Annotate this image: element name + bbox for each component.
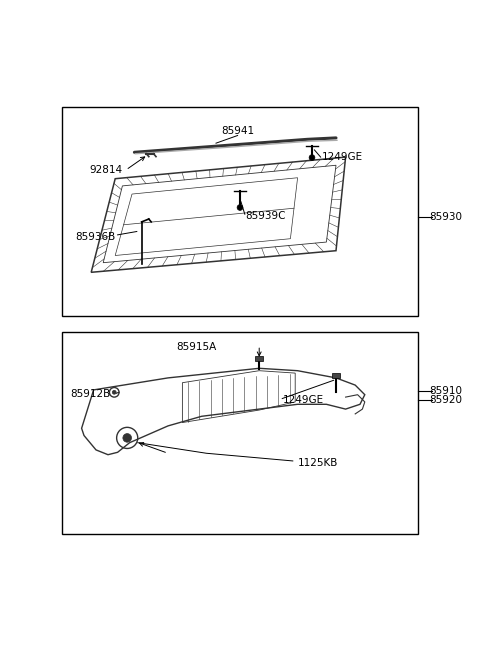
- Text: 85939C: 85939C: [245, 211, 285, 221]
- Text: 85920: 85920: [430, 396, 463, 405]
- Text: 85930: 85930: [430, 212, 463, 222]
- Text: 85915A: 85915A: [177, 341, 217, 352]
- Bar: [255, 356, 263, 361]
- Circle shape: [112, 390, 116, 394]
- Circle shape: [237, 204, 243, 210]
- Circle shape: [123, 434, 132, 442]
- Circle shape: [309, 155, 315, 160]
- Bar: [62, 332, 418, 534]
- Text: 85941: 85941: [221, 126, 254, 136]
- Bar: [62, 107, 418, 316]
- Text: 92814: 92814: [89, 165, 122, 175]
- Text: 1249GE: 1249GE: [322, 152, 363, 162]
- Text: 85936B: 85936B: [75, 233, 115, 242]
- Bar: [332, 373, 340, 378]
- Text: 85912B: 85912B: [70, 388, 110, 399]
- Text: 85910: 85910: [430, 386, 463, 396]
- Text: 1125KB: 1125KB: [298, 458, 338, 468]
- Text: 1249GE: 1249GE: [283, 396, 324, 405]
